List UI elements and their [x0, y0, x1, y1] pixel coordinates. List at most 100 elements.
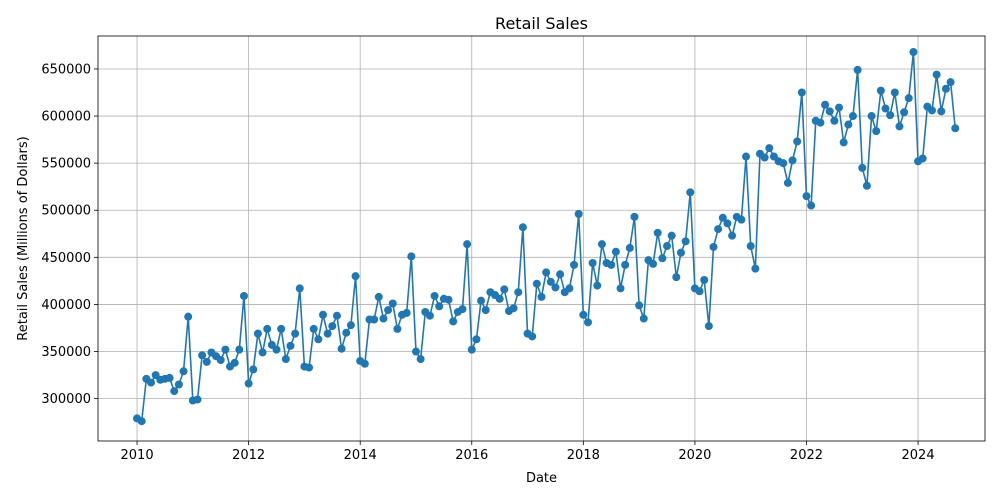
x-tick-label: 2020 [678, 448, 711, 463]
data-point [872, 127, 881, 136]
data-point [886, 111, 895, 120]
data-point [672, 273, 681, 282]
data-point [895, 122, 904, 131]
data-point [797, 88, 806, 97]
data-point [546, 277, 555, 286]
data-point [472, 335, 481, 344]
data-point [844, 120, 853, 129]
data-point [342, 328, 351, 337]
data-point [918, 154, 927, 163]
data-point [686, 188, 695, 197]
data-point [314, 335, 323, 344]
data-point [137, 417, 146, 426]
data-point [556, 270, 565, 279]
data-point [788, 156, 797, 165]
data-point [467, 345, 476, 354]
data-point [583, 318, 592, 327]
data-point [579, 310, 588, 319]
data-point [676, 248, 685, 257]
data-point [737, 215, 746, 224]
data-point [337, 344, 346, 353]
data-series [133, 48, 960, 426]
data-point [477, 296, 486, 305]
data-point [286, 341, 295, 350]
data-point [802, 192, 811, 201]
data-point [532, 279, 541, 288]
data-point [835, 103, 844, 112]
x-axis: 2010 2012 2014 2016 2018 2020 2022 2024 [121, 441, 935, 463]
data-point [709, 242, 718, 251]
data-point [658, 254, 667, 263]
data-point [848, 112, 857, 121]
data-point [407, 252, 416, 261]
data-point [551, 283, 560, 292]
data-point [351, 272, 360, 281]
data-point [779, 159, 788, 168]
x-tick-label: 2010 [121, 448, 154, 463]
data-point [272, 345, 281, 354]
data-point [170, 387, 179, 396]
data-point [235, 345, 244, 354]
gridlines [98, 36, 985, 441]
data-point [239, 291, 248, 300]
data-point [909, 48, 918, 57]
data-point [165, 373, 174, 382]
data-point [593, 281, 602, 290]
x-tick-label: 2014 [344, 448, 377, 463]
data-point [323, 329, 332, 338]
y-tick-label: 600000 [41, 110, 91, 125]
data-point [751, 264, 760, 273]
data-point [500, 285, 509, 294]
data-point [825, 107, 834, 116]
data-point [281, 355, 290, 364]
data-point [941, 84, 950, 93]
data-point [932, 70, 941, 79]
data-point [858, 163, 867, 172]
chart-title: Retail Sales [495, 14, 588, 33]
data-point [495, 294, 504, 303]
data-point [681, 237, 690, 246]
data-point [374, 292, 383, 301]
data-point [518, 223, 527, 232]
data-point [607, 260, 616, 269]
data-point [821, 100, 830, 109]
data-point [384, 306, 393, 315]
data-point [528, 332, 537, 341]
y-tick-label: 450000 [41, 251, 91, 266]
data-point [463, 240, 472, 249]
data-point [742, 152, 751, 161]
data-point [481, 306, 490, 315]
data-point [514, 288, 523, 297]
data-point [728, 231, 737, 240]
y-axis: 300000 350000 400000 450000 500000 550000 6000… [41, 62, 98, 407]
data-point [928, 106, 936, 115]
data-point [704, 322, 713, 331]
x-tick-label: 2016 [455, 448, 488, 463]
data-point [328, 322, 337, 331]
data-point [816, 118, 825, 127]
data-point [416, 355, 425, 364]
data-point [574, 210, 583, 219]
data-point [649, 259, 658, 268]
data-point [588, 258, 597, 267]
data-point [718, 213, 727, 222]
data-point [430, 291, 439, 300]
data-point [509, 304, 518, 313]
y-tick-label: 650000 [41, 62, 91, 77]
data-point [862, 181, 871, 190]
data-point [760, 153, 769, 162]
data-point [700, 275, 709, 284]
data-point [198, 351, 207, 360]
data-point [449, 317, 458, 326]
data-point [277, 324, 286, 333]
data-point [667, 231, 676, 240]
data-point [937, 107, 946, 116]
data-point [881, 104, 890, 113]
data-point [425, 311, 434, 320]
y-tick-label: 550000 [41, 157, 91, 172]
data-point [807, 201, 816, 210]
data-point [230, 358, 239, 367]
data-point [565, 284, 574, 293]
data-point [765, 144, 774, 153]
